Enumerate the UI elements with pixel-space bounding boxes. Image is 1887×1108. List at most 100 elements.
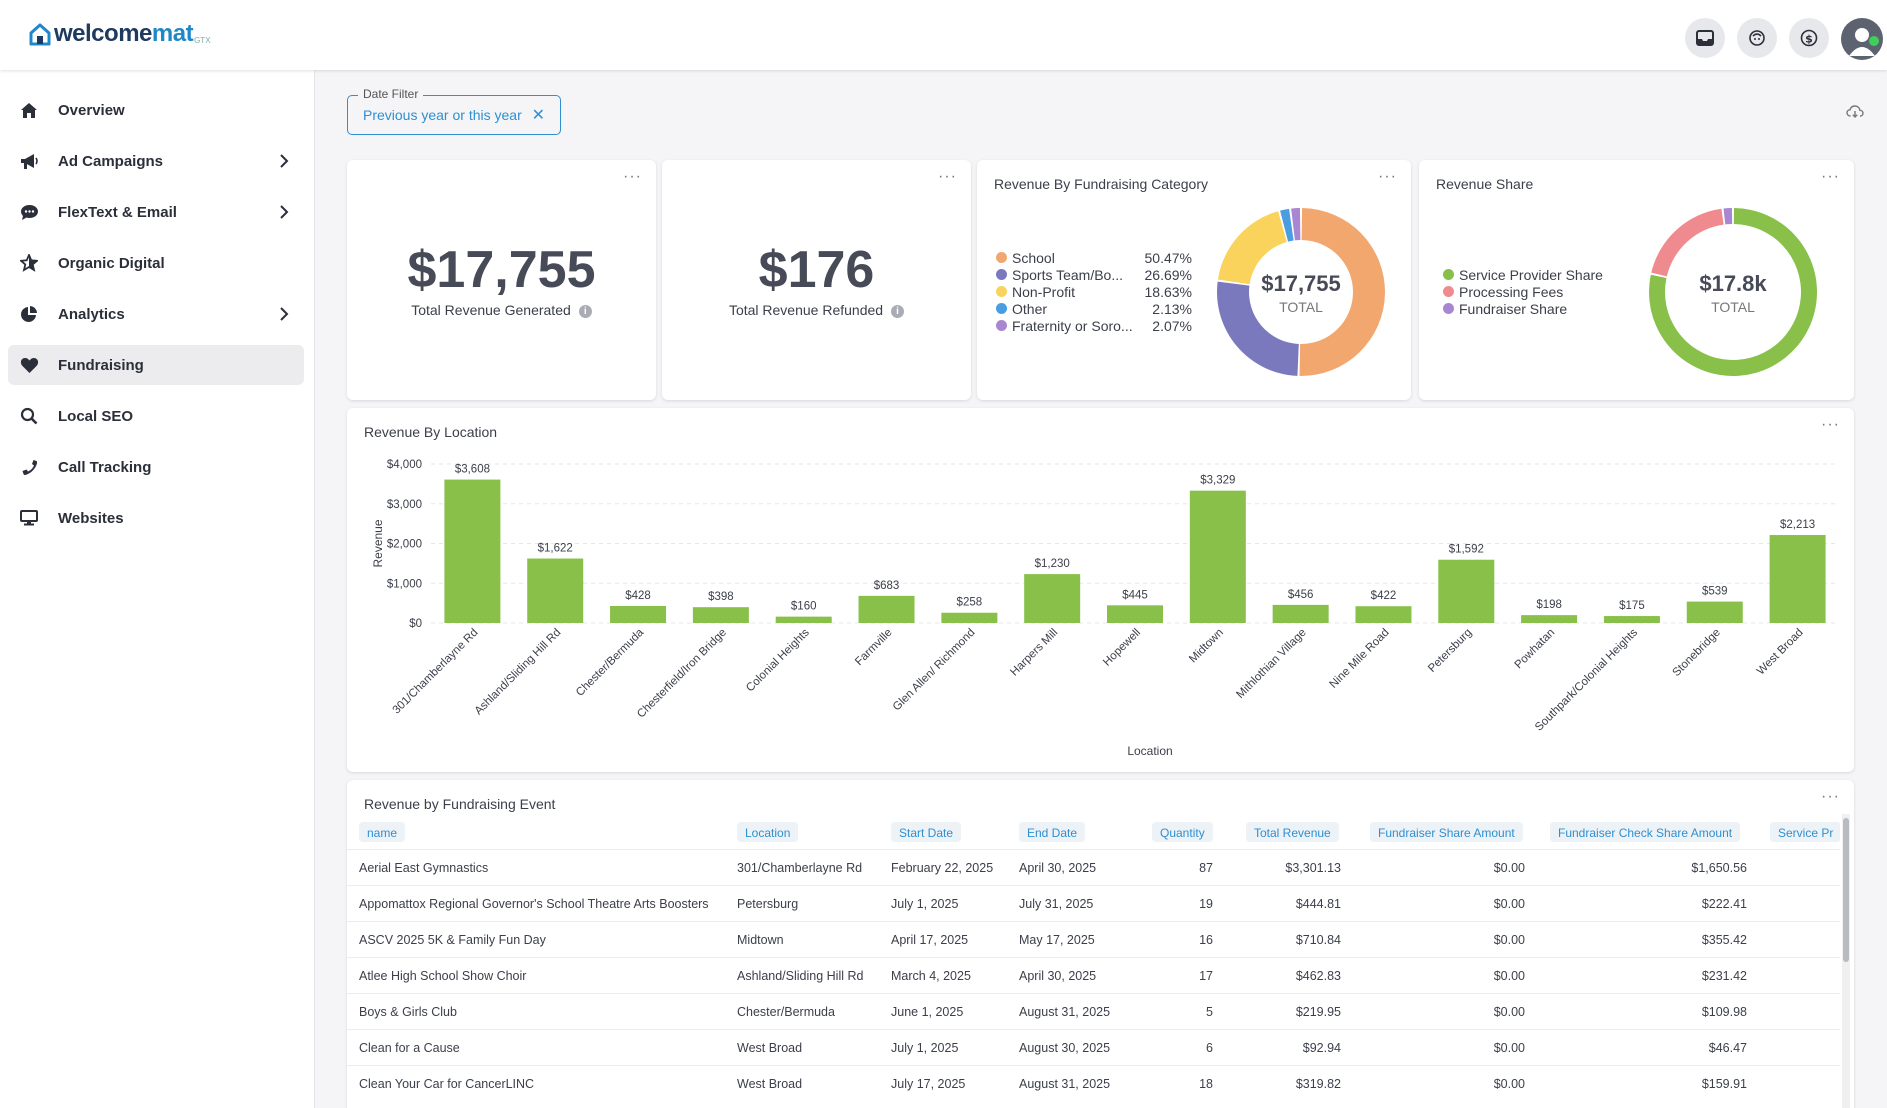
legend-label: Fundraiser Share bbox=[1459, 300, 1568, 317]
share-donut: $17.8k TOTAL bbox=[1648, 207, 1818, 377]
legend-item[interactable]: Processing Fees bbox=[1443, 283, 1633, 300]
donut-slice[interactable] bbox=[1651, 208, 1724, 277]
card-title: Revenue Share bbox=[1436, 176, 1534, 192]
support-icon bbox=[1749, 30, 1765, 46]
sidebar-item-local-seo[interactable]: Local SEO bbox=[8, 396, 304, 436]
donut-slice[interactable] bbox=[1299, 208, 1386, 377]
bar[interactable] bbox=[444, 479, 501, 623]
donut-slice[interactable] bbox=[1217, 281, 1299, 376]
sidebar-item-fundraising[interactable]: Fundraising bbox=[8, 345, 304, 385]
bar-value-label: $2,213 bbox=[1780, 519, 1815, 531]
bar[interactable] bbox=[1107, 605, 1163, 623]
megaphone-icon bbox=[19, 151, 39, 171]
bar[interactable] bbox=[1686, 601, 1743, 623]
card-menu-icon[interactable]: ··· bbox=[1821, 168, 1840, 185]
donut-slice[interactable] bbox=[1217, 211, 1287, 285]
bar[interactable] bbox=[1769, 535, 1826, 623]
card-menu-icon[interactable]: ··· bbox=[1378, 168, 1397, 185]
info-icon[interactable]: i bbox=[578, 304, 592, 318]
donut-slice[interactable] bbox=[1291, 208, 1301, 241]
billing-button[interactable]: $ bbox=[1789, 18, 1829, 58]
y-axis-label: Revenue bbox=[371, 519, 385, 567]
billing-icon: $ bbox=[1800, 29, 1818, 47]
sidebar-item-organic-digital[interactable]: Organic Digital bbox=[8, 243, 304, 283]
legend-item[interactable]: Fraternity or Soro... 2.07% bbox=[996, 317, 1192, 334]
bar[interactable] bbox=[858, 595, 915, 623]
card-menu-icon[interactable]: ··· bbox=[623, 168, 642, 185]
date-filter-value: Previous year or this year bbox=[363, 107, 522, 123]
column-header[interactable]: Start Date bbox=[891, 822, 962, 842]
date-filter[interactable]: Date Filter Previous year or this year ✕ bbox=[347, 87, 561, 135]
sidebar-item-label: Websites bbox=[58, 509, 124, 527]
bar[interactable] bbox=[1355, 606, 1412, 623]
column-header[interactable]: name bbox=[359, 822, 406, 842]
logo-subtext: GTX bbox=[194, 36, 211, 45]
support-button[interactable] bbox=[1737, 18, 1777, 58]
kpi-value: $17,755 bbox=[407, 241, 596, 299]
bar[interactable] bbox=[1024, 574, 1081, 623]
sidebar-item-overview[interactable]: Overview bbox=[8, 90, 304, 130]
clear-filter-icon[interactable]: ✕ bbox=[531, 107, 545, 124]
bar-value-label: $398 bbox=[708, 591, 734, 603]
y-tick-label: $3,000 bbox=[387, 499, 422, 511]
legend-swatch bbox=[996, 286, 1007, 297]
column-header[interactable]: Fundraiser Share Amount bbox=[1370, 822, 1523, 842]
bar-value-label: $1,592 bbox=[1449, 544, 1484, 556]
sidebar-item-websites[interactable]: Websites bbox=[8, 498, 304, 538]
column-header[interactable]: Service Pr bbox=[1770, 822, 1840, 842]
bar[interactable] bbox=[1438, 559, 1495, 623]
bar[interactable] bbox=[692, 607, 749, 623]
donut-total-label: TOTAL bbox=[1711, 299, 1755, 315]
sidebar-item-analytics[interactable]: Analytics bbox=[8, 294, 304, 334]
sidebar-item-call-tracking[interactable]: Call Tracking bbox=[8, 447, 304, 487]
legend-label: Non-Profit bbox=[1012, 283, 1076, 300]
sidebar-item-ad-campaigns[interactable]: Ad Campaigns bbox=[8, 141, 304, 181]
category-donut-card: Revenue By Fundraising Category ··· Scho… bbox=[977, 160, 1411, 400]
bar-value-label: $160 bbox=[791, 601, 817, 613]
table-scrollbar-thumb[interactable] bbox=[1843, 818, 1849, 962]
bar[interactable] bbox=[941, 612, 998, 623]
kpi-label: Total Revenue Generated i bbox=[347, 302, 656, 318]
sidebar-item-flextext-email[interactable]: FlexText & Email bbox=[8, 192, 304, 232]
legend-swatch bbox=[996, 252, 1007, 263]
legend-item[interactable]: Sports Team/Bo... 26.69% bbox=[996, 266, 1192, 283]
legend-item[interactable]: Non-Profit 18.63% bbox=[996, 283, 1192, 300]
cloud-download-icon[interactable] bbox=[1846, 104, 1864, 120]
card-menu-icon[interactable]: ··· bbox=[1821, 788, 1840, 805]
bar[interactable] bbox=[610, 605, 667, 623]
bar[interactable] bbox=[1521, 615, 1578, 623]
info-icon[interactable]: i bbox=[891, 304, 905, 318]
legend-item[interactable]: School 50.47% bbox=[996, 249, 1192, 266]
bar[interactable] bbox=[1272, 604, 1329, 623]
card-menu-icon[interactable]: ··· bbox=[938, 168, 957, 185]
x-tick-label: Powhatan bbox=[1513, 627, 1558, 672]
card-menu-icon[interactable]: ··· bbox=[1821, 416, 1840, 433]
bar[interactable] bbox=[1603, 616, 1660, 623]
bar-value-label: $422 bbox=[1371, 590, 1397, 602]
donut-slice[interactable] bbox=[1723, 208, 1733, 225]
bar-value-label: $456 bbox=[1288, 589, 1314, 601]
user-avatar[interactable] bbox=[1841, 18, 1883, 60]
sidebar-item-label: Local SEO bbox=[58, 407, 134, 425]
legend-label: Fraternity or Soro... bbox=[1012, 317, 1133, 334]
y-tick-label: $4,000 bbox=[387, 459, 422, 471]
bar[interactable] bbox=[527, 558, 584, 623]
column-header[interactable]: Quantity bbox=[1152, 822, 1213, 842]
legend-item[interactable]: Other 2.13% bbox=[996, 300, 1192, 317]
legend-item[interactable]: Fundraiser Share bbox=[1443, 300, 1633, 317]
legend-value: 26.69% bbox=[1144, 266, 1192, 283]
bar-value-label: $428 bbox=[625, 590, 651, 602]
revenue-share-card: Revenue Share ··· Service Provider Share… bbox=[1419, 160, 1854, 400]
bar[interactable] bbox=[1189, 490, 1246, 623]
legend-item[interactable]: Service Provider Share bbox=[1443, 266, 1633, 283]
bar[interactable] bbox=[775, 616, 832, 623]
column-header[interactable]: End Date bbox=[1019, 822, 1086, 842]
column-header[interactable]: Total Revenue bbox=[1246, 822, 1339, 842]
app-logo[interactable]: welcomemat GTX bbox=[29, 22, 211, 46]
bar-value-label: $175 bbox=[1619, 600, 1645, 612]
column-header[interactable]: Location bbox=[737, 822, 799, 842]
donut-slice[interactable] bbox=[1280, 208, 1294, 242]
x-tick-label: Ashland/Sliding Hill Rd bbox=[473, 627, 564, 718]
inbox-button[interactable] bbox=[1685, 18, 1725, 58]
column-header[interactable]: Fundraiser Check Share Amount bbox=[1550, 822, 1741, 842]
